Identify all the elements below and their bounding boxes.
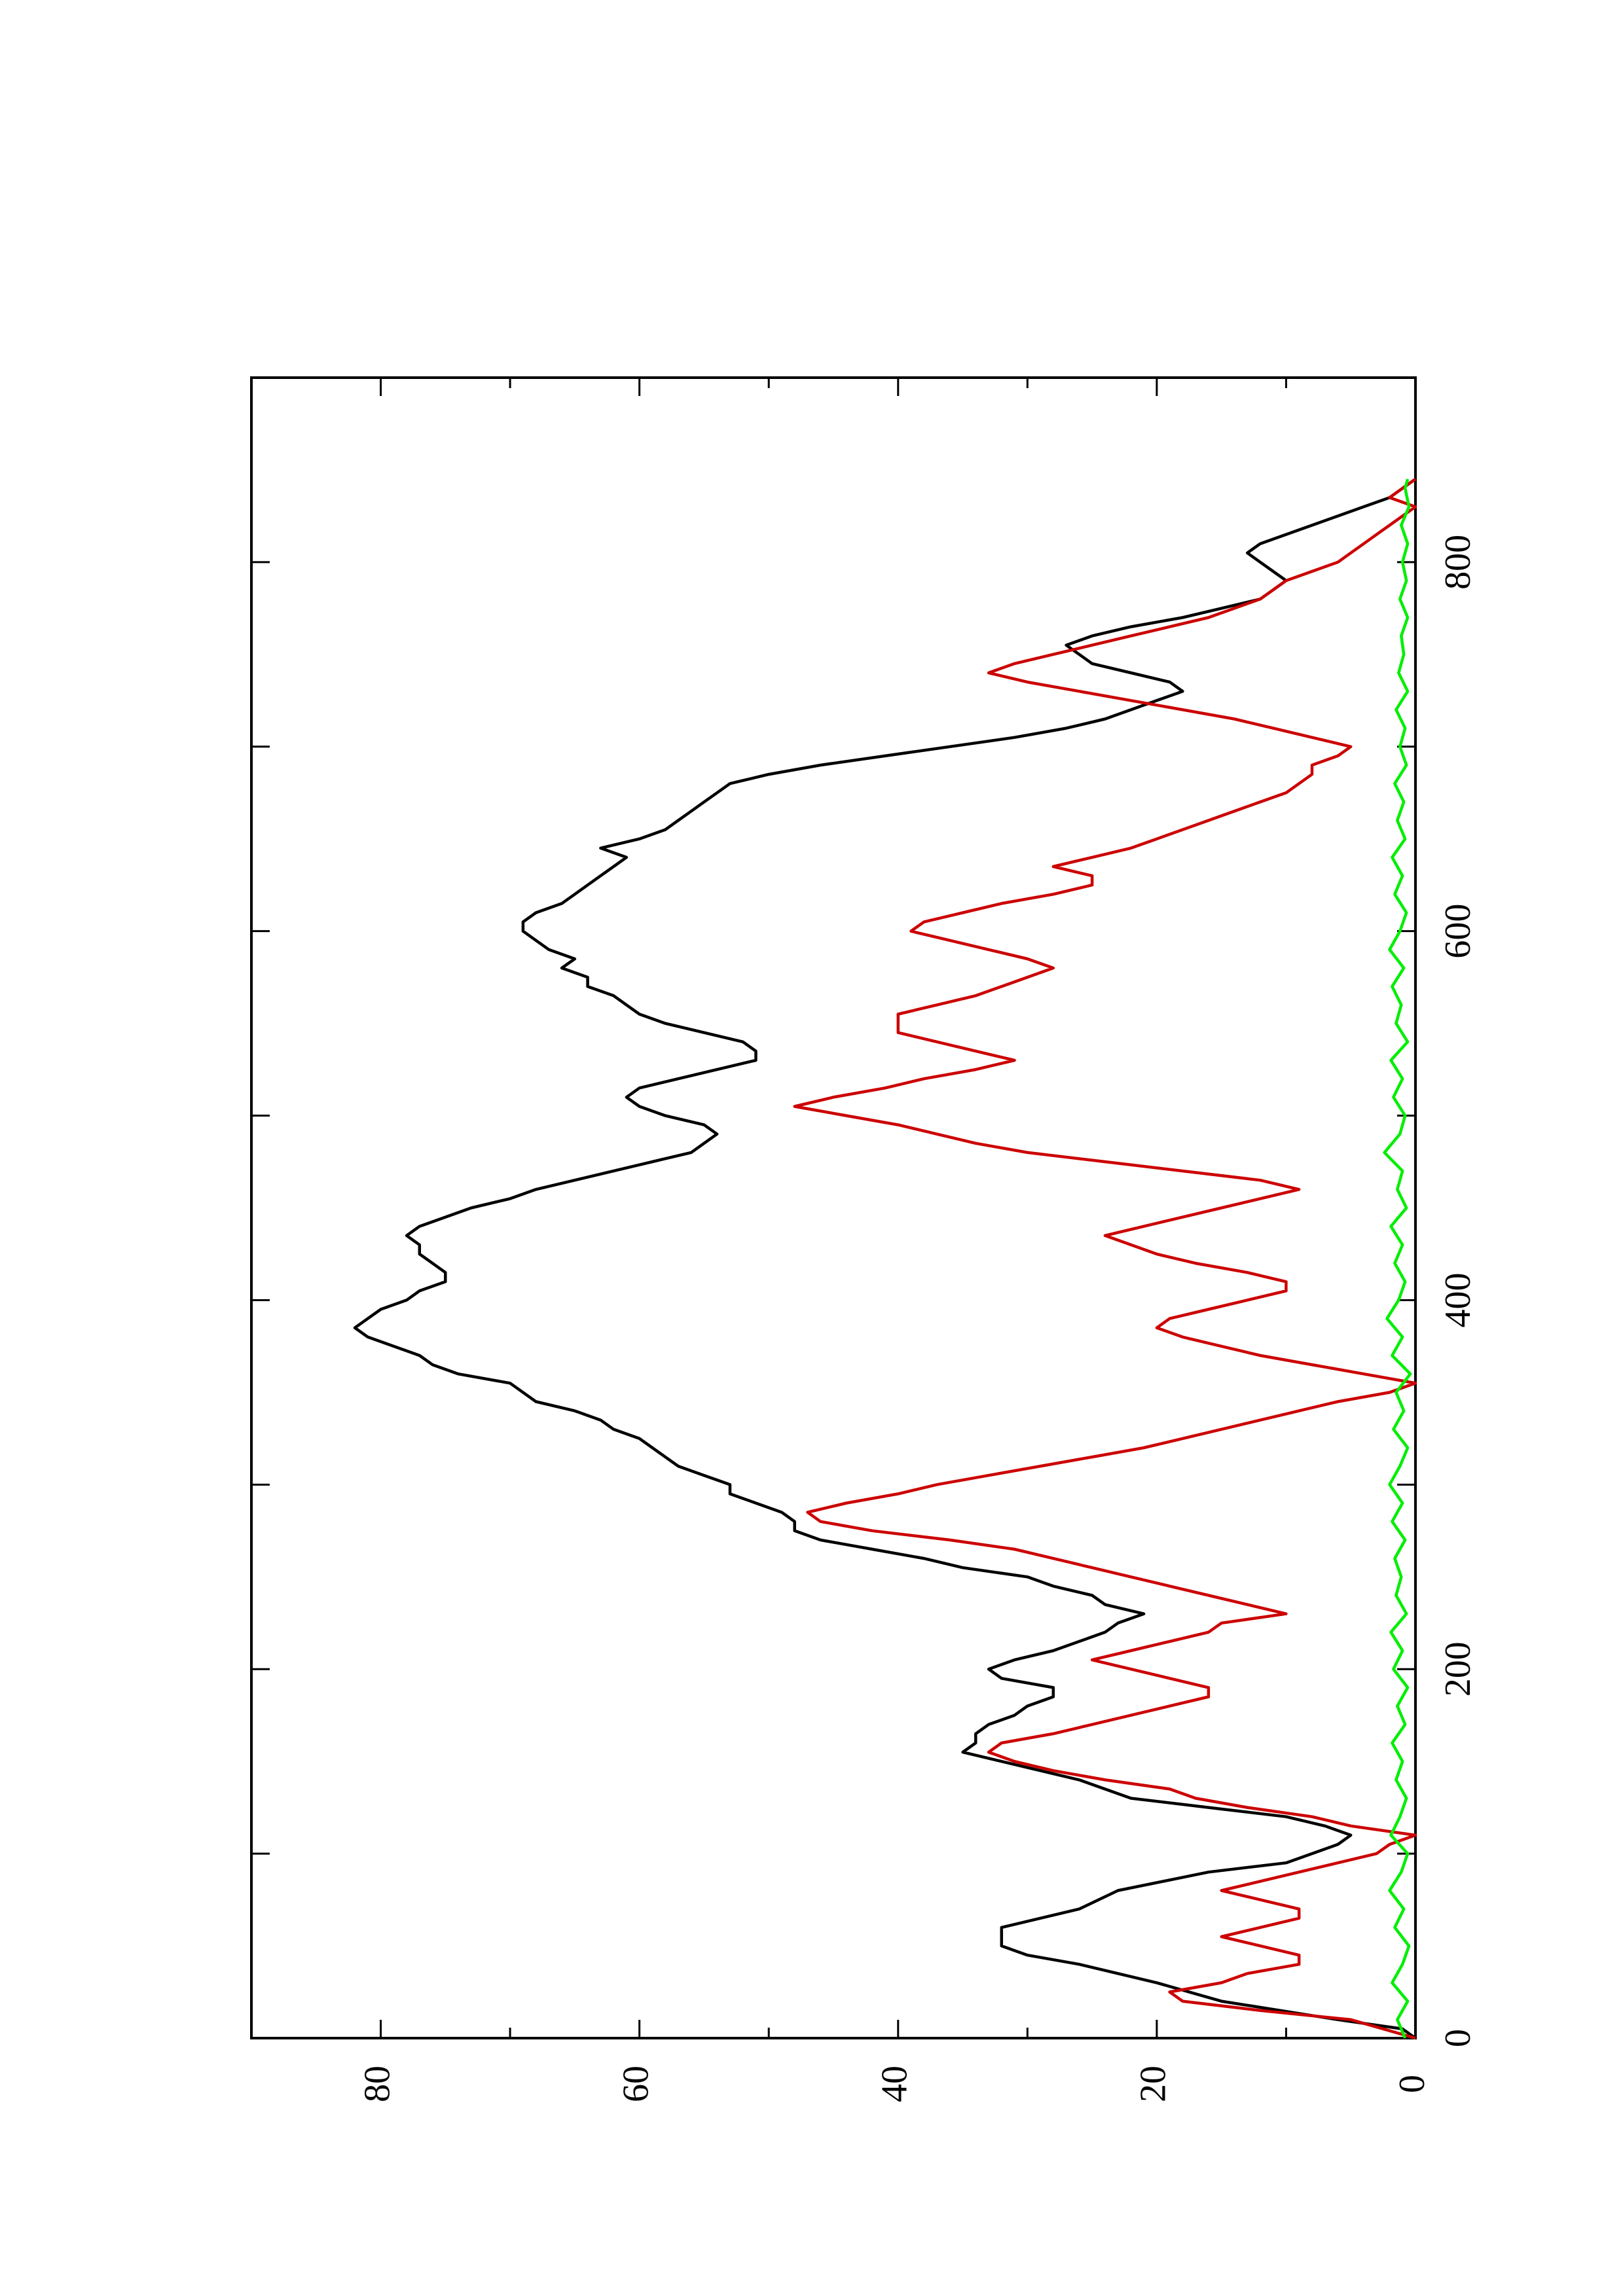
plot-frame (250, 376, 1417, 2039)
y-tick-label: 80 (357, 2066, 397, 2102)
series-black-line (353, 478, 1417, 2039)
series-green-line (1383, 478, 1412, 2039)
y-tick-label: 20 (1133, 2066, 1174, 2102)
y-tick-label: 0 (1392, 2075, 1432, 2093)
x-tick-label: 0 (1438, 2029, 1478, 2047)
series-red-line (793, 478, 1417, 2040)
x-tick-label: 200 (1438, 1641, 1478, 1696)
axis-tick-labels: 0 200 400 600 800 0 20 40 60 80 (357, 535, 1478, 2102)
x-tick-label: 600 (1438, 904, 1478, 959)
axis-ticks (251, 378, 1417, 2039)
series-layer (353, 478, 1417, 2040)
y-tick-label: 60 (616, 2066, 657, 2102)
x-tick-label: 800 (1438, 535, 1478, 590)
x-tick-label: 400 (1438, 1272, 1478, 1327)
y-tick-label: 40 (875, 2066, 915, 2102)
